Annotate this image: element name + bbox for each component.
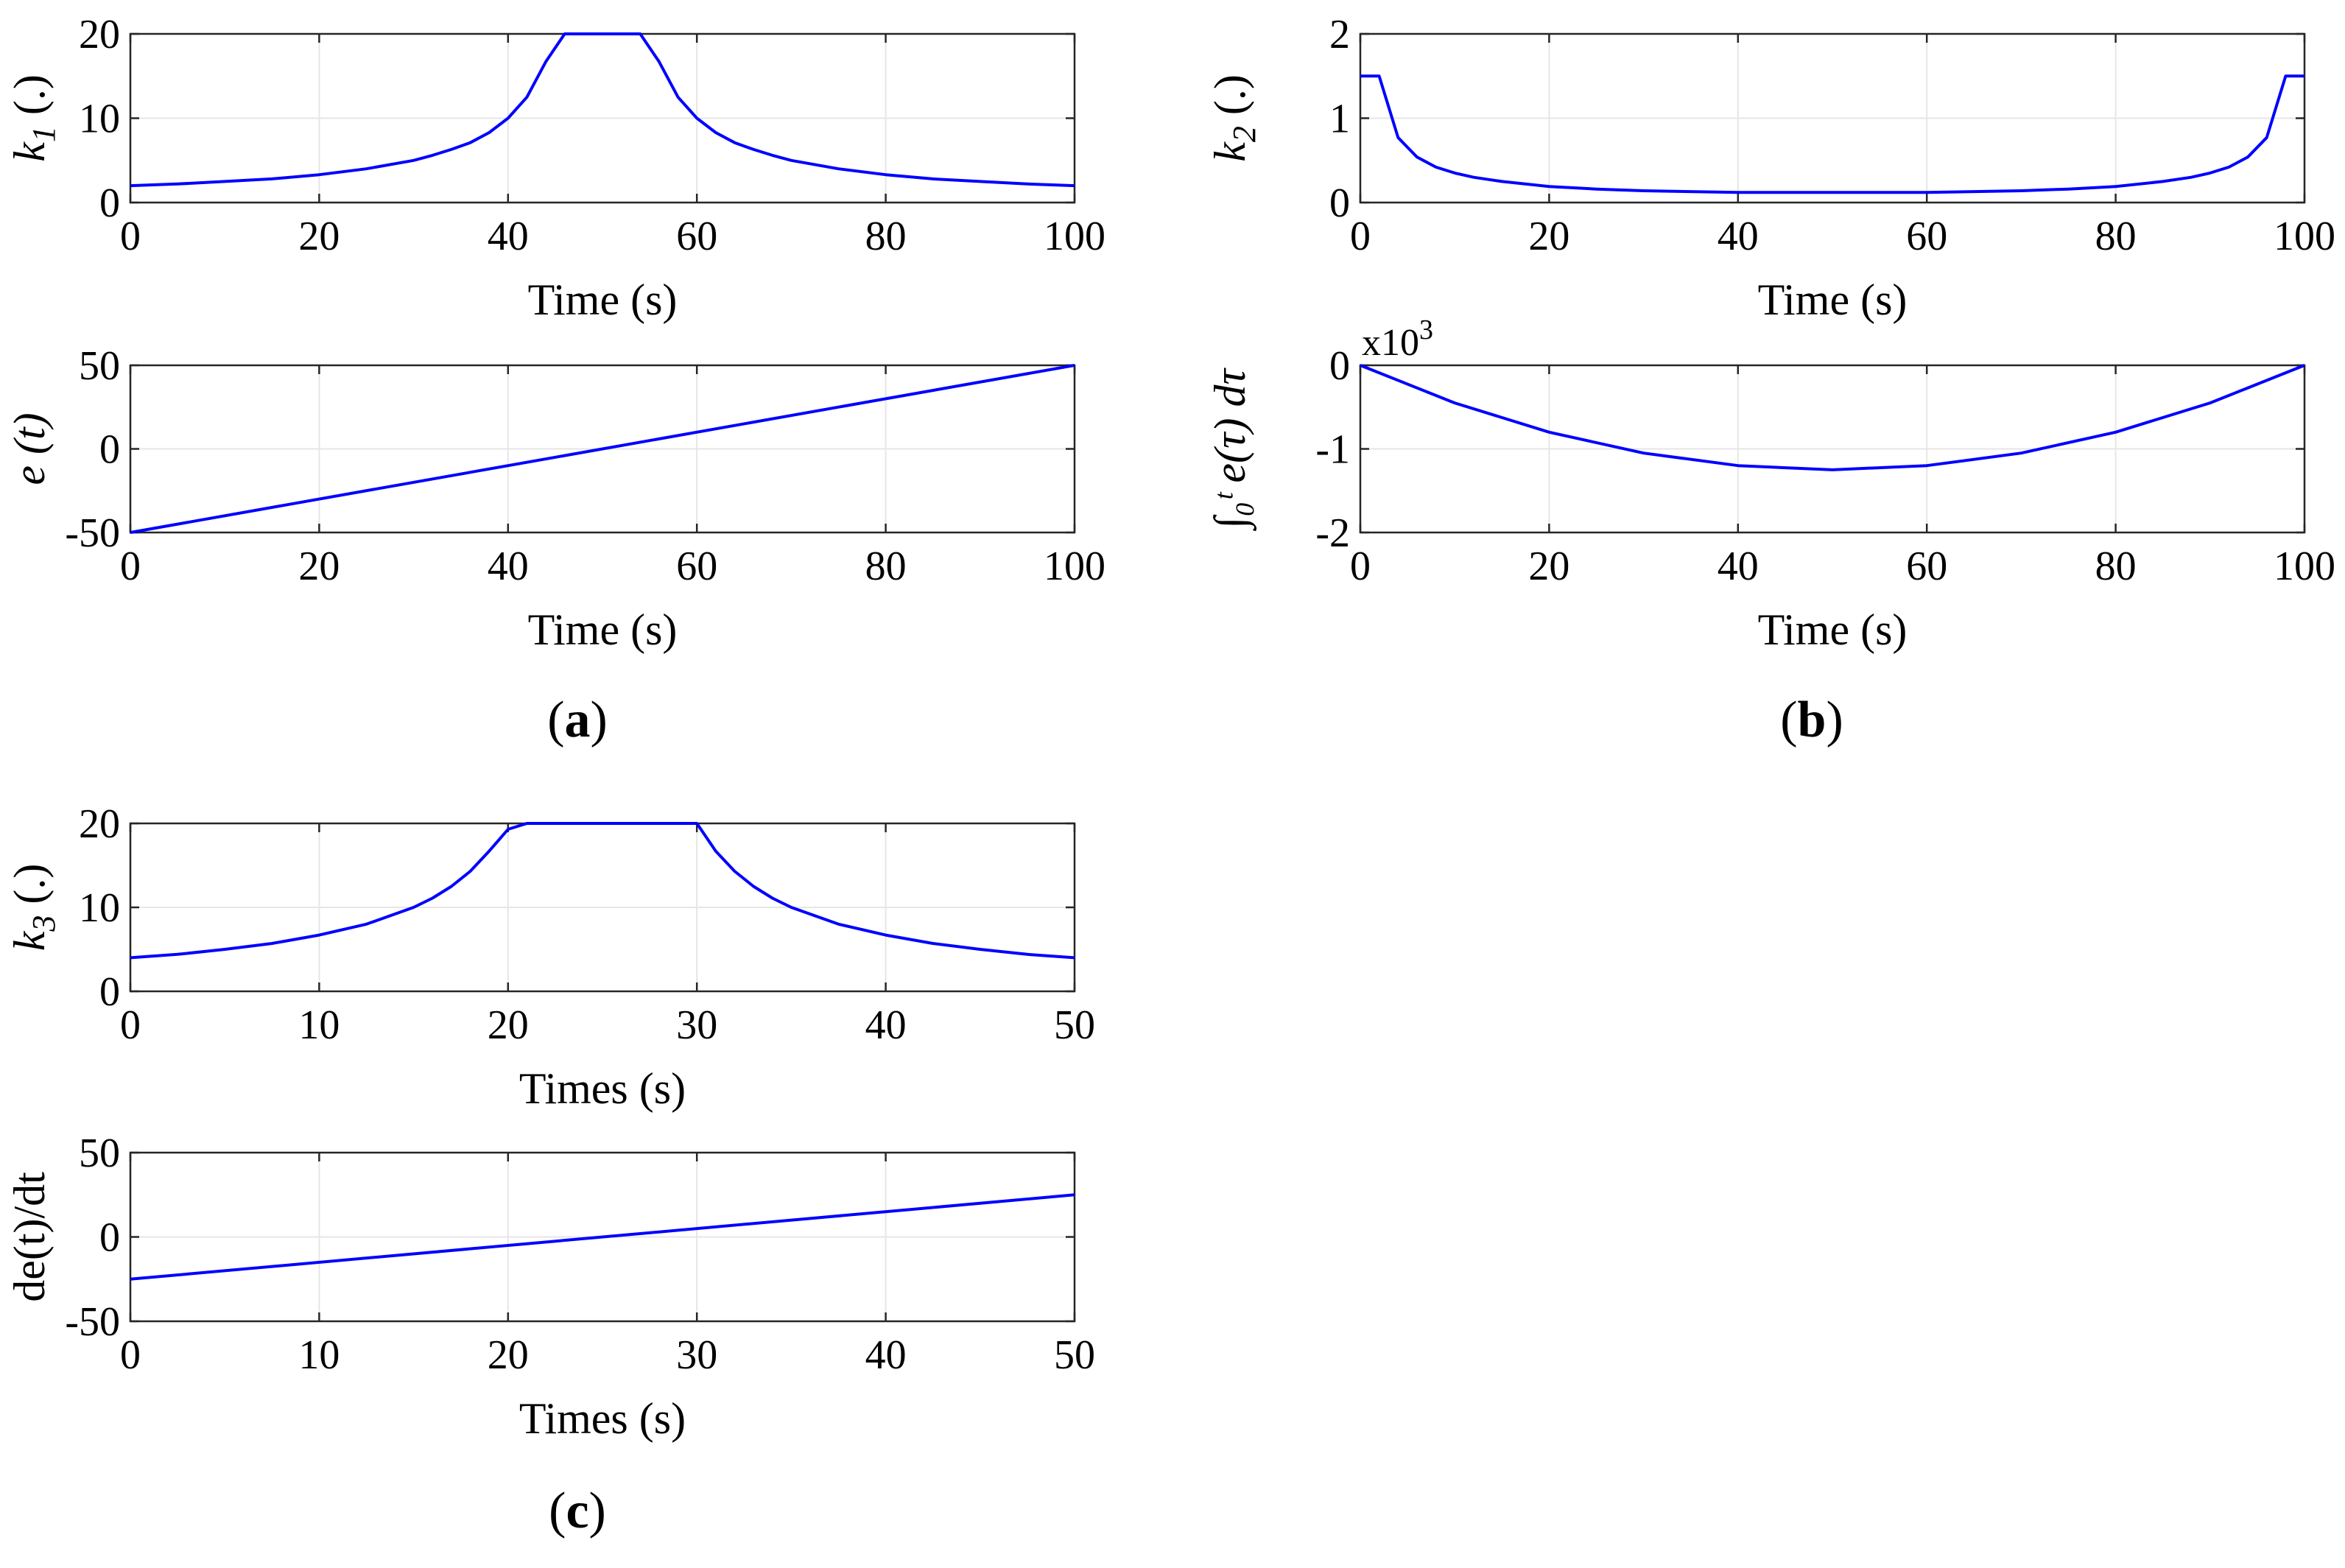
- y-tick-label: -50: [65, 1299, 120, 1345]
- chart-k3: 0 10 20 30 40 50 0 10 20 Times (s) k3 (.): [5, 801, 1095, 1113]
- series-line-k1: [130, 32, 1075, 188]
- axis-multiplier-exp: 3: [1419, 314, 1433, 345]
- x-tick-label: 0: [1350, 214, 1371, 259]
- x-tick-label: 20: [298, 214, 340, 259]
- y-axis-label-main: k: [5, 141, 54, 162]
- x-tick-label: 60: [1906, 544, 1947, 589]
- x-tick-label: 60: [1906, 214, 1947, 259]
- y-tick-label: 50: [79, 343, 120, 389]
- y-axis-label-sub: 2: [1226, 126, 1262, 142]
- series-line-k3: [130, 822, 1075, 960]
- chart-int_e: 0 20 40 60 80 100 -2 -1 0 x103 Time (s) ∫₀ᵗ e(τ) dτ: [1206, 314, 2335, 654]
- x-tick-label: 80: [865, 544, 907, 589]
- x-axis-label: Times (s): [519, 1064, 686, 1113]
- x-axis-label: Time (s): [1758, 275, 1908, 324]
- x-tick-label: 30: [676, 1332, 717, 1378]
- y-tick-label: 0: [1329, 180, 1350, 226]
- x-tick-label: 10: [298, 1332, 340, 1378]
- x-tick-label: 30: [676, 1002, 717, 1048]
- x-tick-label: 40: [865, 1332, 907, 1378]
- caption-0: (a): [547, 692, 608, 748]
- x-tick-label: 100: [2274, 544, 2335, 589]
- y-tick-label: 20: [79, 12, 120, 57]
- x-tick-label: 20: [1528, 544, 1569, 589]
- y-axis-label-suffix: (.): [1206, 74, 1254, 126]
- y-axis-label-suffix: (.): [5, 74, 54, 126]
- x-tick-label: 0: [120, 1002, 141, 1048]
- x-tick-label: 20: [488, 1332, 529, 1378]
- caption-1: (b): [1780, 692, 1843, 748]
- y-tick-label: 1: [1329, 96, 1350, 142]
- x-axis-label: Time (s): [528, 605, 678, 654]
- x-tick-label: 100: [1044, 544, 1105, 589]
- y-tick-label: 0: [99, 427, 120, 473]
- y-axis-label: k1 (.): [5, 74, 62, 162]
- caption-2: (c): [549, 1483, 606, 1539]
- x-tick-label: 20: [488, 1002, 529, 1048]
- x-axis-label: Time (s): [528, 275, 678, 324]
- series-line-k2: [1360, 74, 2304, 194]
- series-line-de: [130, 1193, 1075, 1281]
- x-tick-label: 60: [676, 214, 717, 259]
- y-tick-label: 2: [1329, 12, 1350, 57]
- y-tick-label: 20: [79, 801, 120, 847]
- figure-captions: (a) (b) (c): [547, 692, 1843, 1539]
- x-axis-label: Time (s): [1758, 605, 1908, 654]
- y-tick-label: 50: [79, 1131, 120, 1176]
- x-axis-label: Times (s): [519, 1394, 686, 1443]
- y-tick-label: -1: [1315, 427, 1350, 473]
- y-axis-label: e (t): [5, 412, 54, 485]
- y-tick-label: -50: [65, 510, 120, 556]
- y-axis-label-main: k: [5, 930, 54, 951]
- y-tick-label: 0: [99, 1215, 120, 1261]
- x-tick-label: 100: [1044, 214, 1105, 259]
- x-tick-label: 40: [488, 544, 529, 589]
- x-tick-label: 0: [120, 544, 141, 589]
- x-tick-label: 60: [676, 544, 717, 589]
- x-tick-label: 0: [120, 214, 141, 259]
- x-tick-label: 80: [2095, 544, 2137, 589]
- x-tick-label: 20: [298, 544, 340, 589]
- x-tick-label: 20: [1528, 214, 1569, 259]
- series-line-e: [130, 364, 1075, 534]
- x-tick-label: 80: [865, 214, 907, 259]
- x-tick-label: 40: [1718, 544, 1759, 589]
- y-axis-label-sub: 3: [26, 915, 62, 932]
- x-tick-label: 40: [865, 1002, 907, 1048]
- y-axis-label: k3 (.): [5, 864, 62, 952]
- x-tick-label: 40: [488, 214, 529, 259]
- y-tick-label: 0: [99, 969, 120, 1015]
- x-tick-label: 0: [1350, 544, 1371, 589]
- y-tick-label: 0: [99, 180, 120, 226]
- y-axis-label: de(t)/dt: [5, 1172, 54, 1302]
- x-tick-label: 10: [298, 1002, 340, 1048]
- x-tick-label: 80: [2095, 214, 2137, 259]
- y-axis-label: k2 (.): [1206, 74, 1262, 162]
- y-axis-label: ∫₀ᵗ e(τ) dτ: [1206, 368, 1257, 531]
- x-tick-label: 100: [2274, 214, 2335, 259]
- y-tick-label: -2: [1315, 510, 1350, 556]
- y-axis-label-main: k: [1206, 141, 1254, 162]
- x-tick-label: 0: [120, 1332, 141, 1378]
- chart-k1: 0 20 40 60 80 100 0 10 20 Time (s) k1 (.): [5, 12, 1105, 324]
- y-tick-label: 0: [1329, 343, 1350, 389]
- axis-multiplier: x103: [1362, 314, 1433, 364]
- y-axis-label-suffix: (.): [5, 864, 54, 915]
- x-tick-label: 50: [1054, 1002, 1095, 1048]
- x-tick-label: 50: [1054, 1332, 1095, 1378]
- y-tick-label: 10: [79, 96, 120, 142]
- y-axis-label-sub: 1: [26, 126, 62, 142]
- series-line-integral: [1360, 364, 2305, 471]
- y-tick-label: 10: [79, 885, 120, 931]
- x-tick-label: 40: [1718, 214, 1759, 259]
